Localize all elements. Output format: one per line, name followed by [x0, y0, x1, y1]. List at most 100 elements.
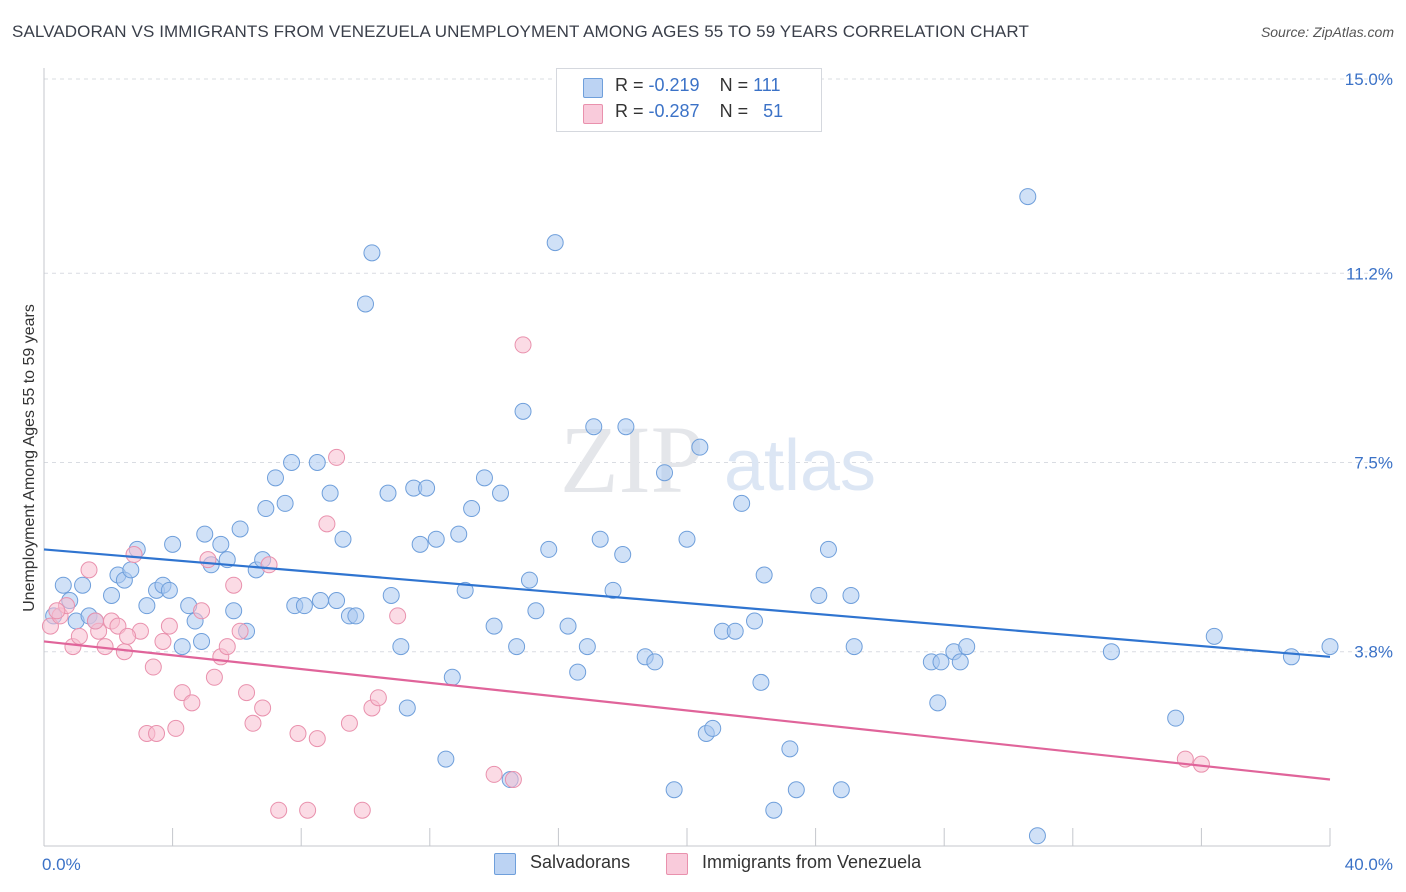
venezuela-point	[318, 515, 336, 533]
legend-swatch-pink	[583, 104, 603, 124]
x-tick-label: 0.0%	[42, 855, 81, 874]
salvadoran-point	[295, 597, 313, 615]
salvadoran-point	[138, 597, 156, 615]
salvadoran-point	[842, 586, 860, 604]
y-tick-label: 11.2%	[1346, 264, 1393, 283]
venezuela-point	[148, 725, 166, 743]
venezuela-point	[389, 607, 407, 625]
n-value: 111	[753, 75, 781, 95]
x-tick-label: 40.0%	[1345, 855, 1393, 874]
salvadoran-point	[225, 602, 243, 620]
salvadoran-point	[1028, 827, 1046, 845]
n-label: N =	[719, 101, 749, 121]
salvadoran-point	[646, 653, 664, 671]
salvadoran-point	[492, 484, 510, 502]
venezuela-point	[369, 689, 387, 707]
watermark-atlas: atlas	[724, 426, 876, 506]
salvadoran-point	[704, 719, 722, 737]
salvadoran-point	[283, 454, 301, 471]
salvadoran-point	[311, 592, 329, 610]
salvadoran-point	[508, 638, 526, 656]
legend-swatch-blue	[494, 853, 516, 875]
venezuela-point	[70, 627, 88, 645]
venezuela-point	[260, 556, 278, 574]
salvadoran-point	[321, 484, 339, 502]
salvadoran-point	[1321, 638, 1339, 656]
salvadoran-point	[733, 494, 751, 512]
salvadorans-points	[45, 188, 1339, 845]
venezuela-point	[254, 699, 272, 717]
venezuela-point	[154, 632, 172, 650]
salvadoran-point	[392, 638, 410, 656]
venezuela-point	[225, 576, 243, 594]
legend-stats-salvadorans: R = -0.219 N = 111	[615, 75, 781, 96]
salvadoran-point	[379, 484, 397, 502]
salvadoran-point	[164, 535, 182, 553]
salvadorans-trend-line	[43, 548, 1331, 658]
venezuela-point	[86, 612, 104, 630]
r-value: -0.287	[648, 101, 700, 121]
salvadoran-point	[231, 520, 249, 538]
venezuela-point	[125, 546, 143, 564]
salvadoran-point	[456, 581, 474, 599]
salvadoran-point	[450, 525, 468, 543]
salvadoran-point	[334, 530, 352, 548]
salvadoran-point	[328, 592, 346, 610]
salvadoran-point	[427, 530, 445, 548]
salvadoran-point	[781, 740, 799, 758]
salvadoran-point	[1167, 709, 1185, 727]
salvadoran-point	[958, 638, 976, 656]
salvadoran-point	[746, 612, 764, 630]
venezuela-point	[205, 668, 223, 686]
salvadoran-point	[787, 781, 805, 799]
salvadoran-point	[604, 581, 622, 599]
r-value: -0.219	[648, 75, 700, 95]
venezuela-point	[485, 765, 503, 783]
salvadoran-point	[691, 438, 709, 456]
salvadoran-point	[951, 653, 969, 671]
salvadoran-point	[832, 781, 850, 799]
salvadoran-point	[932, 653, 950, 671]
salvadoran-point	[520, 571, 538, 589]
salvadoran-point	[411, 535, 429, 553]
salvadoran-point	[514, 402, 532, 420]
salvadoran-point	[752, 673, 770, 691]
salvadoran-point	[418, 479, 436, 497]
r-label: R =	[615, 75, 644, 95]
venezuela-point	[328, 448, 346, 466]
salvadoran-point	[257, 500, 275, 518]
salvadoran-point	[1282, 648, 1300, 666]
legend-swatch-blue	[583, 78, 603, 98]
venezuela-point	[289, 725, 307, 743]
chart-title: SALVADORAN VS IMMIGRANTS FROM VENEZUELA …	[12, 22, 1029, 41]
salvadoran-point	[819, 540, 837, 558]
y-tick-label: 3.8%	[1354, 643, 1393, 662]
n-label: N =	[719, 75, 749, 95]
salvadoran-point	[103, 586, 121, 604]
salvadoran-point	[276, 494, 294, 512]
venezuela-point	[160, 617, 178, 635]
y-tick-label: 7.5%	[1354, 454, 1393, 473]
salvadoran-point	[540, 540, 558, 558]
salvadoran-point	[765, 801, 783, 819]
salvadoran-point	[1019, 188, 1037, 206]
salvadoran-point	[54, 576, 72, 594]
salvadoran-point	[308, 454, 326, 471]
correlation-legend: R = -0.219 N = 111 R = -0.287 N = 51	[556, 68, 822, 132]
salvadoran-point	[810, 586, 828, 604]
salvadoran-point	[382, 586, 400, 604]
legend-label-venezuela: Immigrants from Venezuela	[702, 852, 922, 872]
venezuela-trend-line	[43, 640, 1331, 781]
salvadoran-point	[585, 418, 603, 436]
salvadoran-point	[475, 469, 493, 487]
tick-labels: 3.8% 7.5% 11.2% 15.0% 0.0% 40.0%	[42, 70, 1393, 874]
salvadoran-point	[196, 525, 214, 543]
salvadoran-point	[665, 781, 683, 799]
salvadoran-point	[678, 530, 696, 548]
venezuela-point	[514, 336, 532, 354]
salvadoran-point	[617, 418, 635, 436]
venezuela-point	[244, 714, 262, 732]
salvadoran-point	[559, 617, 577, 635]
salvadoran-point	[726, 622, 744, 640]
salvadoran-point	[437, 750, 455, 768]
